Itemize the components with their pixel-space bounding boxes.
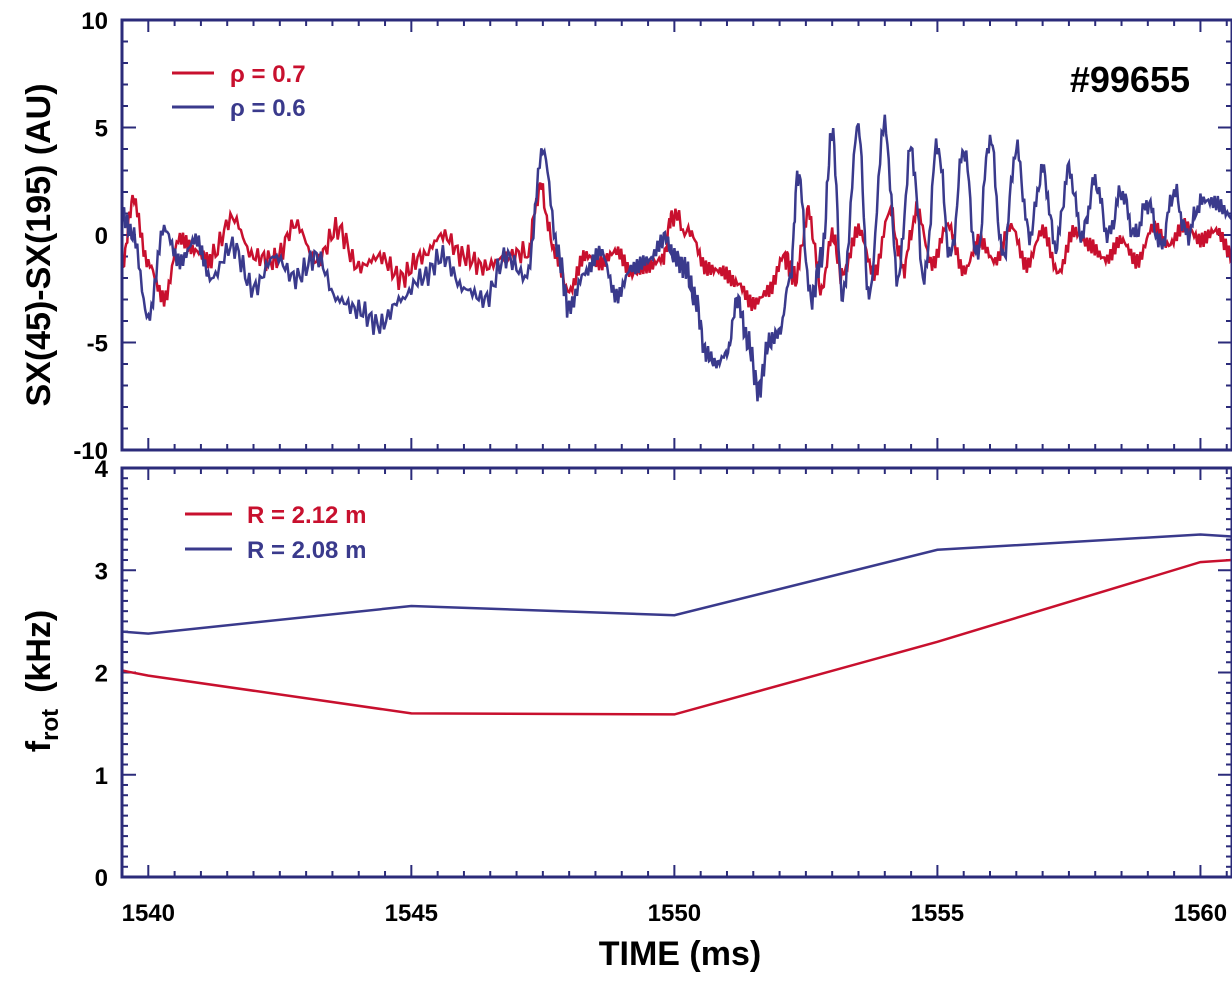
legend-label-r-2-08: R = 2.08 m <box>247 537 366 564</box>
bottom-series-group <box>122 533 1232 716</box>
y-tick-label: 10 <box>81 8 108 35</box>
top-y-axis-label: SX(45)-SX(195) (AU) <box>20 83 58 406</box>
legend-label-rho-0-7: ρ = 0.7 <box>230 61 306 88</box>
y-label-unit: (kHz) <box>20 610 58 693</box>
y-tick-label: 5 <box>95 116 108 143</box>
series-line-r-2-08-m <box>122 533 1232 635</box>
y-tick-label: 0 <box>95 223 108 250</box>
y-tick-label: 1 <box>95 763 108 790</box>
top-series-group <box>122 114 1232 402</box>
bottom-y-tick-labels: 0 1 2 3 4 <box>95 456 109 892</box>
bottom-y-axis-label: frot (kHz) <box>20 610 64 752</box>
shot-number-label: #99655 <box>1070 59 1190 100</box>
legend-label-r-2-12: R = 2.12 m <box>247 502 366 529</box>
top-panel: 10 5 0 -5 -10 SX(45)-SX(195) (AU) ρ = 0.7 ρ … <box>20 8 1232 465</box>
x-tick-label: 1560 <box>1174 900 1227 927</box>
x-axis-label: TIME (ms) <box>599 935 761 973</box>
y-tick-label: 2 <box>95 661 108 688</box>
top-y-tick-labels: 10 5 0 -5 -10 <box>73 8 108 465</box>
y-tick-label: 4 <box>95 456 109 483</box>
y-tick-label: 3 <box>95 558 108 585</box>
x-tick-label: 1540 <box>122 900 175 927</box>
bottom-panel: 0 1 2 3 4 1540 1545 1550 1555 1560 frot (kHz) R =… <box>20 456 1232 927</box>
y-tick-label: -5 <box>87 331 108 358</box>
bottom-plot-frame <box>120 466 1232 879</box>
x-tick-label: 1550 <box>648 900 701 927</box>
y-label-subscript: rot <box>37 709 64 741</box>
bottom-legend: R = 2.12 m R = 2.08 m <box>185 502 366 564</box>
legend-label-rho-0-6: ρ = 0.6 <box>230 95 306 122</box>
series-line-r-2-12-m <box>122 558 1232 716</box>
x-tick-label: 1555 <box>911 900 964 927</box>
top-legend: ρ = 0.7 ρ = 0.6 <box>172 61 306 122</box>
bottom-ticks <box>121 467 1232 878</box>
x-tick-labels: 1540 1545 1550 1555 1560 <box>122 900 1228 927</box>
series-line-0-7 <box>122 182 1232 312</box>
y-tick-label: 0 <box>95 865 108 892</box>
series-line-0-6 <box>122 114 1232 402</box>
y-label-f: f <box>20 740 58 752</box>
y-tick-label: -10 <box>73 438 108 465</box>
x-tick-label: 1545 <box>385 900 438 927</box>
top-plot-frame <box>120 18 1232 452</box>
